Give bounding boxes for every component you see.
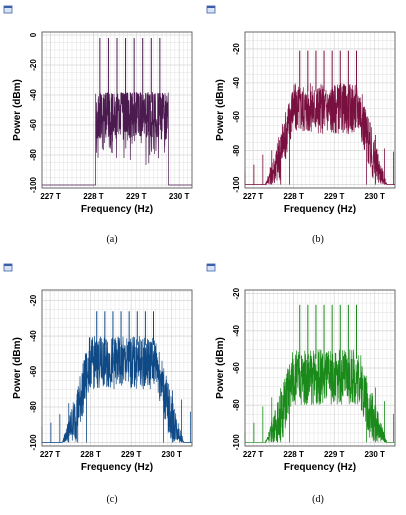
x-tick-label: 229 T [121, 450, 142, 459]
chart-panel-a: 0 -20 -40 -60 -80 -100 227 T 228 T 229 T 230 T Fre… [0, 0, 203, 235]
y-tick-label: -80 [232, 399, 241, 411]
x-tick-label: 230 T [169, 192, 190, 201]
x-tick-label: 229 T [126, 192, 147, 201]
y-tick-label: -40 [29, 89, 38, 101]
chart-panel-d: -20 -40 -60 -80 -100 227 T 228 T 229 T 230 T Freq… [203, 258, 406, 493]
y-tick-label: -20 [29, 294, 38, 306]
x-tick-label: 227 T [40, 192, 61, 201]
y-tick-label: -20 [232, 43, 241, 55]
x-tick-label: 230 T [364, 450, 385, 459]
x-tick-label: 228 T [80, 450, 101, 459]
y-tick-label: -80 [29, 149, 38, 161]
y-tick-label: -100 [232, 176, 241, 193]
x-tick-label: 229 T [324, 450, 345, 459]
y-tick-label: -60 [29, 365, 38, 377]
y-tick-label: -20 [29, 59, 38, 71]
spectrum-trace [42, 91, 192, 186]
spectrum-trace [245, 82, 395, 186]
x-tick-label: 230 T [161, 450, 182, 459]
chart-panel-c: -20 -40 -60 -80 -100 227 T 228 T 229 T 230 T Freq… [0, 258, 203, 493]
y-tick-label: -40 [232, 325, 241, 337]
y-axis-label: Power (dBm) [12, 79, 23, 141]
y-tick-label: -100 [29, 176, 38, 193]
y-tick-label: -20 [232, 287, 241, 299]
y-axis-label: Power (dBm) [12, 337, 23, 399]
y-tick-label: -40 [29, 330, 38, 342]
y-axis-label: Power (dBm) [215, 79, 226, 141]
y-axis-label: Power (dBm) [215, 337, 226, 399]
y-tick-label: -60 [232, 362, 241, 374]
caption-d: (d) [312, 494, 324, 505]
caption-b: (b) [312, 234, 324, 245]
spectrum-trace [42, 336, 192, 443]
spectrum-trace [245, 349, 395, 444]
y-tick-label: -60 [232, 110, 241, 122]
window-icon [206, 5, 216, 14]
x-tick-label: 227 T [243, 192, 264, 201]
y-tick-label: -80 [232, 144, 241, 156]
caption-c: (c) [106, 494, 118, 505]
chart-panel-b: -20 -40 -60 -80 -100 227 T 228 T 229 T 230 T Freq… [203, 0, 406, 235]
x-axis-label: Frequency (Hz) [284, 204, 356, 215]
caption-a: (a) [106, 234, 118, 245]
x-tick-label: 227 T [243, 450, 264, 459]
x-tick-label: 228 T [283, 192, 304, 201]
y-tick-label: -80 [29, 401, 38, 413]
y-tick-label: -40 [232, 77, 241, 89]
x-tick-label: 228 T [283, 450, 304, 459]
y-tick-label: -60 [29, 119, 38, 131]
window-icon [206, 263, 216, 272]
x-tick-label: 227 T [40, 450, 61, 459]
window-icon [3, 5, 13, 14]
y-tick-label: -100 [29, 434, 38, 451]
window-icon [3, 263, 13, 272]
y-tick-label: 0 [29, 32, 38, 37]
x-tick-label: 230 T [364, 192, 385, 201]
x-axis-label: Frequency (Hz) [284, 462, 356, 473]
y-tick-label: -100 [232, 434, 241, 451]
x-axis-label: Frequency (Hz) [81, 462, 153, 473]
x-tick-label: 228 T [83, 192, 104, 201]
x-tick-label: 229 T [324, 192, 345, 201]
x-axis-label: Frequency (Hz) [81, 204, 153, 215]
